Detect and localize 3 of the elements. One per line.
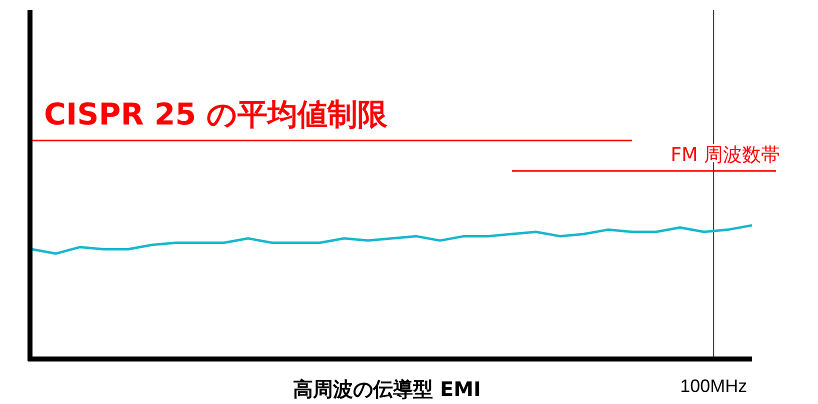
text: 100MHz <box>680 376 748 396</box>
series-label: CISPR 25 の平均値制限 <box>44 98 389 132</box>
x-axis-title: 高周波の伝導型 EMI <box>293 377 481 401</box>
